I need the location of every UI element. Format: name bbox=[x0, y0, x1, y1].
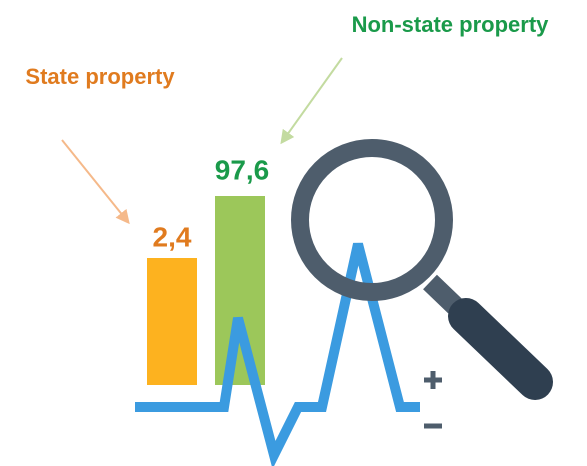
value-state: 2,4 bbox=[153, 221, 192, 252]
value-nonstate: 97,6 bbox=[215, 154, 270, 185]
bar-state bbox=[147, 258, 197, 385]
bar-nonstate bbox=[215, 196, 265, 385]
label-nonstate: Non-state property bbox=[352, 12, 550, 37]
arrow-nonstate bbox=[280, 57, 343, 145]
magnifier-lens bbox=[291, 139, 453, 301]
magnifier-handle bbox=[448, 298, 553, 400]
magnifier-neck bbox=[423, 274, 462, 314]
arrow-state bbox=[61, 139, 130, 225]
plus-icon bbox=[424, 371, 442, 389]
pulse-line bbox=[135, 242, 420, 466]
label-state: State property bbox=[25, 64, 175, 89]
